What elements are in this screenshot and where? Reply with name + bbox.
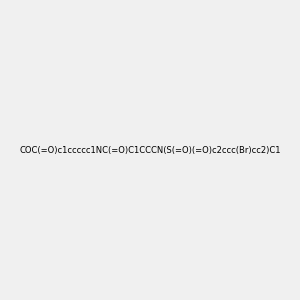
Text: COC(=O)c1ccccc1NC(=O)C1CCCN(S(=O)(=O)c2ccc(Br)cc2)C1: COC(=O)c1ccccc1NC(=O)C1CCCN(S(=O)(=O)c2c… — [19, 146, 281, 154]
